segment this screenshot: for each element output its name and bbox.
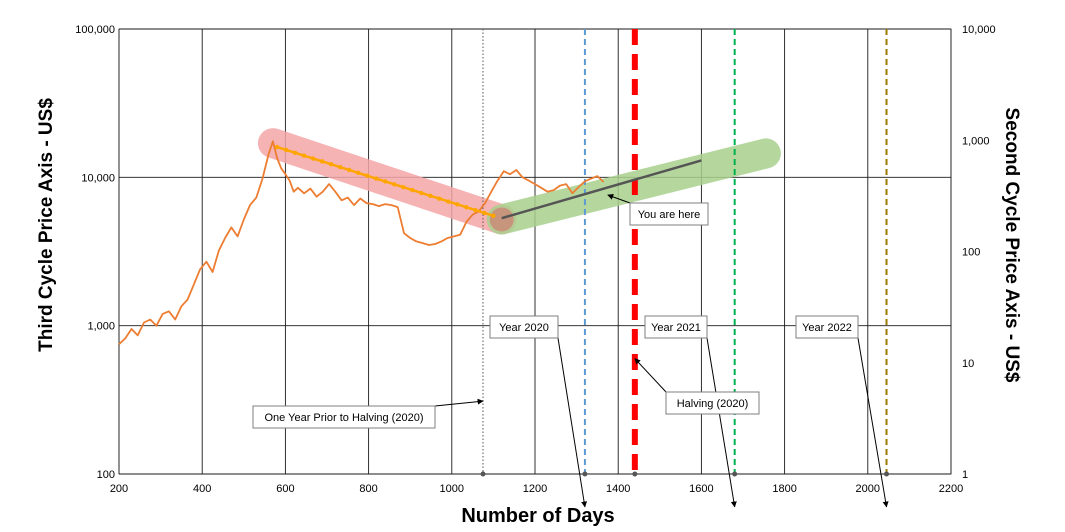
downtrend-point <box>274 144 280 150</box>
vertical-marker-dot <box>582 471 588 477</box>
downtrend-point <box>383 179 388 184</box>
price-series <box>118 140 702 345</box>
downtrend-point <box>419 190 424 196</box>
callout-box <box>629 202 709 226</box>
x-tick-label: 1600 <box>689 483 713 495</box>
downtrend-point <box>310 156 316 161</box>
downtrend-point <box>392 182 397 187</box>
price-line <box>118 140 605 345</box>
x-tick-label: 1400 <box>606 483 630 495</box>
callout-box <box>665 391 760 415</box>
x-tick-label: 800 <box>359 483 377 495</box>
downtrend-point <box>319 159 325 164</box>
callout-arrow <box>557 337 588 508</box>
x-tick-label: 1000 <box>440 483 464 495</box>
y-left-tick-label: 100,000 <box>75 24 115 36</box>
y-left-tick-label: 100 <box>97 469 115 481</box>
callout-label: Year 2021 <box>651 322 701 334</box>
y-right-tick-label: 1,000 <box>962 135 990 147</box>
vertical-marker-dot <box>480 471 486 477</box>
callout-label: Year 2020 <box>499 322 549 334</box>
vertical-marker-dot <box>632 471 638 477</box>
major-gridlines <box>118 28 952 475</box>
y-right-tick-label: 100 <box>962 247 980 259</box>
callout-label: One Year Prior to Halving (2020) <box>265 412 424 424</box>
downtrend-point <box>328 162 334 167</box>
callout-arrow <box>434 398 484 407</box>
tick-labels: 200 400 600 800 1000 1200 1400 1600 1800 2000 2200… <box>75 24 995 495</box>
downtrend-point <box>482 210 487 216</box>
downtrend-point <box>464 205 469 210</box>
vertical-marker-dot <box>884 471 890 477</box>
vertical-marker-dot <box>732 471 738 477</box>
x-tick-label: 200 <box>110 483 128 495</box>
callout-label: Year 2022 <box>802 322 852 334</box>
downtrend-point <box>428 193 433 198</box>
y-axis-left-title: Third Cycle Price Axis - US$ <box>36 98 57 352</box>
downtrend-point <box>491 213 496 219</box>
x-tick-label: 2200 <box>939 483 963 495</box>
callout-box <box>489 315 559 339</box>
downtrend-point <box>356 170 361 176</box>
x-axis-title: Number of Days <box>461 505 614 527</box>
downtrend-point <box>292 150 298 155</box>
downtrend-point <box>337 164 343 170</box>
annotations: One Year Prior to Halving (2020) Year 202… <box>252 194 889 508</box>
y-right-tick-label: 10,000 <box>962 24 996 36</box>
x-tick-label: 1800 <box>772 483 796 495</box>
downtrend-point <box>410 187 415 193</box>
callout-arrow <box>706 337 737 508</box>
callout-box <box>252 405 436 429</box>
callout-arrow <box>634 358 667 393</box>
downtrend-point <box>473 207 478 213</box>
downtrend-point <box>437 196 442 201</box>
downtrend-point <box>365 173 370 178</box>
y-left-tick-label: 10,000 <box>81 172 115 184</box>
trend-junction-marker <box>489 207 514 232</box>
downtrend-point <box>374 176 379 181</box>
uptrend-line <box>501 159 702 220</box>
downtrend-point <box>446 199 451 204</box>
x-tick-label: 2000 <box>856 483 880 495</box>
downtrend-point <box>455 202 460 207</box>
downtrend-point <box>283 147 289 153</box>
y-axis-right-title: Second Cycle Price Axis - US$ <box>1001 108 1022 383</box>
callout-box <box>795 315 859 339</box>
x-tick-label: 600 <box>276 483 294 495</box>
downtrend-point <box>301 153 307 158</box>
callout-box <box>644 315 708 339</box>
callout-arrow <box>857 337 889 508</box>
callout-label: Halving (2020) <box>677 398 749 410</box>
x-tick-label: 400 <box>193 483 211 495</box>
callout-label: You are here <box>638 209 701 221</box>
callout-arrow <box>607 194 631 204</box>
y-left-tick-label: 1,000 <box>87 321 115 333</box>
downtrend-point <box>346 167 352 173</box>
downtrend-point <box>401 184 406 190</box>
x-tick-label: 1200 <box>523 483 547 495</box>
y-right-tick-label: 1 <box>962 469 968 481</box>
y-right-tick-label: 10 <box>962 358 974 370</box>
